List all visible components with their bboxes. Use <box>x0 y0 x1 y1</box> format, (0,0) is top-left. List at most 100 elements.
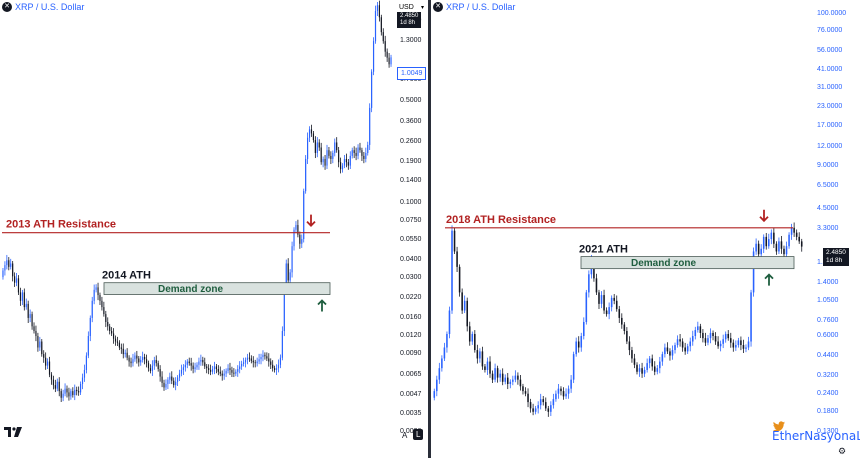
price-chart-left[interactable]: 2013 ATH Resistance 2014 ATH Demand zone <box>0 0 428 458</box>
candle-body <box>293 229 295 247</box>
candle-body <box>384 41 386 52</box>
candle-body <box>479 351 481 359</box>
candle-body <box>15 278 18 283</box>
candle-body <box>213 366 216 370</box>
candle-body <box>250 358 252 361</box>
axis-tick-label: 17.0000 <box>817 121 843 129</box>
candle-body <box>332 152 334 159</box>
candle-body <box>62 393 64 398</box>
candle-body <box>359 147 361 151</box>
candle-body <box>211 369 214 372</box>
candle-body <box>128 357 130 362</box>
chart-panel-left[interactable]: ✕ XRP / U.S. Dollar 2013 ATH Resistance … <box>0 0 428 458</box>
candle-body <box>349 155 351 166</box>
candle-body <box>557 388 560 394</box>
candle-body <box>621 317 623 325</box>
price-tag-time: 1d 8h <box>826 257 843 264</box>
chevron-down-icon[interactable]: ▾ <box>421 5 425 11</box>
candle-body <box>522 386 524 392</box>
candle-body <box>567 388 570 394</box>
candle-body <box>118 342 120 348</box>
axis-tick-label: 9.0000 <box>817 161 839 169</box>
candle-body <box>254 362 256 364</box>
candle-body <box>740 340 742 346</box>
candle-body <box>775 243 778 252</box>
tradingview-logo[interactable] <box>4 427 22 440</box>
candle-body <box>638 368 641 372</box>
candle-body <box>491 373 494 380</box>
candle-body <box>39 341 41 348</box>
candle-body <box>334 142 336 153</box>
candle-body <box>542 399 545 403</box>
candle-body <box>481 351 484 367</box>
candle-body <box>691 336 694 342</box>
price-chart-right[interactable]: 2018 ATH Resistance 2021 ATH Demand zone <box>431 0 860 458</box>
candle-body <box>572 354 575 380</box>
candle-body <box>64 388 66 394</box>
arrow-up-icon <box>317 299 327 312</box>
candle-body <box>209 369 212 372</box>
close-icon[interactable]: ✕ <box>433 2 443 12</box>
symbol-header[interactable]: ✕ XRP / U.S. Dollar <box>2 2 84 12</box>
candle-body <box>780 241 783 249</box>
candle-body <box>314 140 316 153</box>
close-icon[interactable]: ✕ <box>2 2 12 12</box>
candle-body <box>598 292 600 304</box>
candle-body <box>274 368 276 370</box>
candle-body <box>87 336 89 356</box>
symbol-header[interactable]: ✕ XRP / U.S. Dollar <box>433 2 515 12</box>
candle-body <box>180 369 183 374</box>
candle-body <box>66 388 68 393</box>
candle-body <box>506 377 509 384</box>
candle-body <box>552 399 555 406</box>
candle-body <box>686 346 689 352</box>
candle-body <box>198 361 200 365</box>
candle-body <box>196 364 198 368</box>
candle-body <box>103 307 105 315</box>
candle-body <box>717 341 719 347</box>
candle-body <box>547 408 550 412</box>
settings-icon[interactable]: ⚙ <box>838 446 847 456</box>
axis-tick-label: 31.0000 <box>817 83 843 91</box>
candle-body <box>353 150 355 153</box>
axis-tick-label: 0.0026 <box>400 428 422 436</box>
candle-body <box>641 368 643 374</box>
candle-body <box>524 391 527 394</box>
candle-body <box>289 272 291 281</box>
candle-body <box>755 243 757 252</box>
ath-label: 2021 ATH <box>579 244 628 256</box>
log-scale-button[interactable]: L <box>413 429 424 440</box>
candle-body <box>580 336 583 348</box>
candle-body <box>714 336 717 342</box>
axis-tick-label: 0.4400 <box>817 351 839 359</box>
candle-body <box>610 297 613 308</box>
candle-body <box>111 330 113 334</box>
candle-body <box>157 363 159 370</box>
candle-body <box>122 348 124 355</box>
currency-label: USD <box>399 4 414 11</box>
axis-tick-label: 0.0400 <box>400 256 422 264</box>
candle-body <box>355 152 357 156</box>
candle-body <box>338 150 340 163</box>
chart-panel-right[interactable]: ✕ XRP / U.S. Dollar 2018 ATH Resistance … <box>431 0 860 458</box>
candle-body <box>305 158 307 192</box>
candle-body <box>351 150 353 156</box>
candle-body <box>386 51 388 58</box>
candle-body <box>217 369 219 372</box>
candle-body <box>225 370 227 374</box>
auto-scale-button[interactable]: A <box>402 431 408 440</box>
axis-tick-label: 0.0120 <box>400 332 422 340</box>
candle-body <box>165 383 167 388</box>
candle-body <box>89 317 91 337</box>
panel-divider[interactable] <box>428 0 431 458</box>
candle-body <box>221 373 223 376</box>
candle-body <box>339 162 342 170</box>
candle-body <box>112 333 115 339</box>
candle-body <box>752 251 755 293</box>
price-axis-right[interactable]: 100.0000 76.0000 56.0000 41.0000 31.0000 23.0… <box>817 0 860 458</box>
candle-body <box>486 361 489 370</box>
candle-body <box>242 362 245 364</box>
axis-tick-label: 0.1400 <box>400 177 422 185</box>
candle-body <box>208 368 210 370</box>
candle-body <box>745 347 747 349</box>
